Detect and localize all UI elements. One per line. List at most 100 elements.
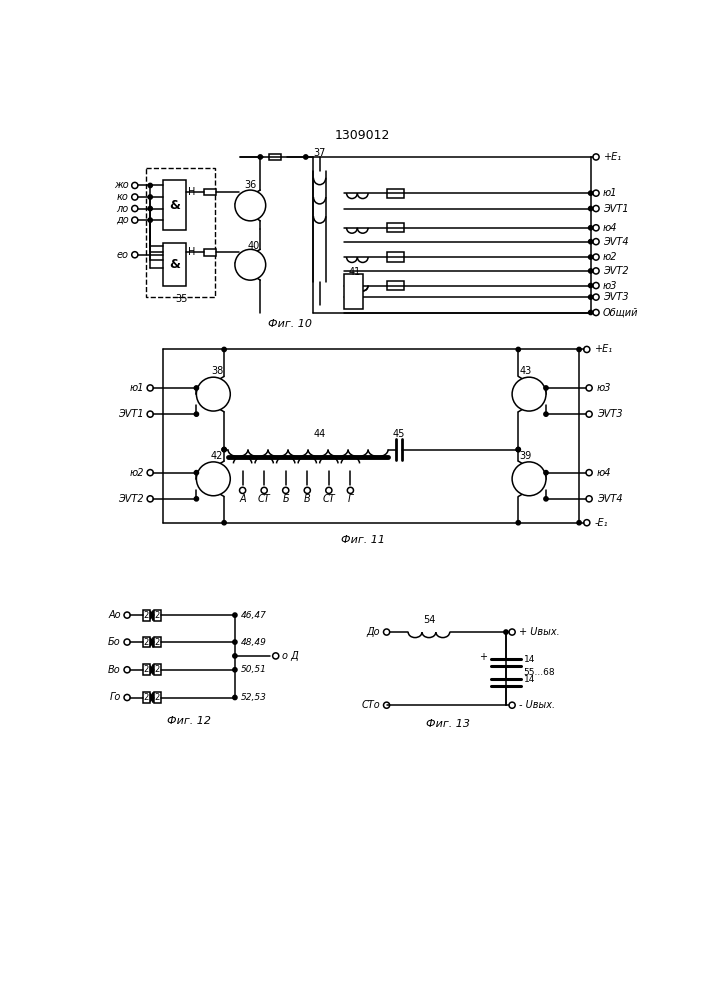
Circle shape: [233, 695, 237, 700]
Text: 40: 40: [247, 241, 259, 251]
Text: 14: 14: [524, 675, 535, 684]
Circle shape: [258, 155, 262, 159]
Text: СТ: СТ: [258, 494, 271, 504]
Circle shape: [577, 347, 581, 352]
Circle shape: [148, 218, 153, 222]
Text: Гo: Гo: [110, 692, 121, 702]
Text: 14: 14: [524, 654, 535, 664]
Bar: [387, 189, 404, 198]
Text: 52,53: 52,53: [241, 693, 267, 702]
Bar: [163, 180, 187, 230]
Circle shape: [512, 462, 546, 496]
Circle shape: [222, 447, 226, 452]
Circle shape: [233, 613, 237, 617]
Text: 36: 36: [244, 180, 257, 190]
Polygon shape: [151, 638, 153, 646]
Polygon shape: [151, 693, 153, 702]
Text: ЭVT1: ЭVT1: [603, 204, 629, 214]
Text: 2: 2: [155, 665, 160, 674]
Text: &: &: [170, 199, 180, 212]
Circle shape: [588, 269, 592, 273]
Text: 2: 2: [144, 693, 148, 702]
Polygon shape: [151, 611, 153, 619]
Polygon shape: [151, 666, 153, 674]
Text: Г: Г: [348, 494, 353, 504]
Bar: [387, 281, 404, 290]
Text: 48,49: 48,49: [241, 638, 267, 647]
Text: ЭVT4: ЭVT4: [603, 237, 629, 247]
Text: 1309012: 1309012: [335, 129, 390, 142]
Text: 54: 54: [423, 615, 435, 625]
Bar: [143, 692, 149, 703]
Bar: [143, 637, 149, 647]
Text: Ao: Ao: [108, 610, 121, 620]
Text: 43: 43: [519, 366, 532, 376]
Bar: [344, 274, 363, 309]
Bar: [387, 252, 404, 262]
Text: 2: 2: [155, 611, 160, 620]
Text: СТ: СТ: [322, 494, 335, 504]
Text: ю3: ю3: [603, 281, 617, 291]
Circle shape: [588, 240, 592, 244]
Circle shape: [148, 183, 153, 188]
Circle shape: [588, 283, 592, 288]
Circle shape: [303, 155, 308, 159]
Text: Фиг. 11: Фиг. 11: [341, 535, 385, 545]
Circle shape: [544, 412, 548, 416]
Text: СТo: СТo: [362, 700, 380, 710]
Circle shape: [148, 206, 153, 211]
Circle shape: [516, 521, 520, 525]
Text: +E₁: +E₁: [604, 152, 622, 162]
Text: ЭVT4: ЭVT4: [597, 494, 622, 504]
Bar: [143, 610, 149, 620]
Text: ЭVT3: ЭVT3: [603, 292, 629, 302]
Bar: [154, 610, 161, 620]
Circle shape: [194, 386, 199, 390]
Text: 45: 45: [392, 429, 405, 439]
Circle shape: [577, 521, 581, 525]
Circle shape: [588, 226, 592, 230]
Text: 35: 35: [175, 294, 187, 304]
Text: Дo: Дo: [367, 627, 380, 637]
Text: o Д: o Д: [282, 651, 298, 661]
Text: лo: лo: [117, 204, 129, 214]
Text: 41: 41: [348, 267, 361, 277]
Text: Вo: Вo: [108, 665, 121, 675]
Circle shape: [233, 640, 237, 644]
Text: +: +: [479, 652, 486, 662]
Bar: [204, 189, 216, 195]
Text: Фиг. 13: Фиг. 13: [426, 719, 470, 729]
Bar: [204, 249, 216, 256]
Text: 2: 2: [144, 665, 148, 674]
Circle shape: [516, 447, 520, 452]
Circle shape: [516, 347, 520, 352]
Circle shape: [222, 347, 226, 352]
Text: Бo: Бo: [108, 637, 121, 647]
Circle shape: [544, 497, 548, 501]
Text: Фиг. 12: Фиг. 12: [167, 716, 211, 726]
Text: 44: 44: [313, 429, 326, 439]
Circle shape: [194, 497, 199, 501]
Circle shape: [512, 377, 546, 411]
Circle shape: [588, 191, 592, 195]
Bar: [163, 243, 187, 286]
Text: В: В: [304, 494, 310, 504]
Text: ю2: ю2: [129, 468, 144, 478]
Bar: [154, 664, 161, 675]
Text: 37: 37: [313, 148, 326, 158]
Circle shape: [588, 255, 592, 259]
Text: 55...68: 55...68: [524, 668, 555, 677]
Text: ЭVT1: ЭVT1: [118, 409, 144, 419]
Text: 2: 2: [144, 638, 148, 647]
Circle shape: [235, 249, 266, 280]
Text: ю2: ю2: [603, 252, 617, 262]
Text: ЭVT3: ЭVT3: [597, 409, 622, 419]
Text: &: &: [170, 258, 180, 271]
Bar: [146, 168, 215, 297]
Text: 42: 42: [211, 451, 223, 461]
Bar: [154, 637, 161, 647]
Circle shape: [233, 668, 237, 672]
Text: еo: еo: [117, 250, 129, 260]
Circle shape: [588, 206, 592, 211]
Text: кo: кo: [117, 192, 129, 202]
